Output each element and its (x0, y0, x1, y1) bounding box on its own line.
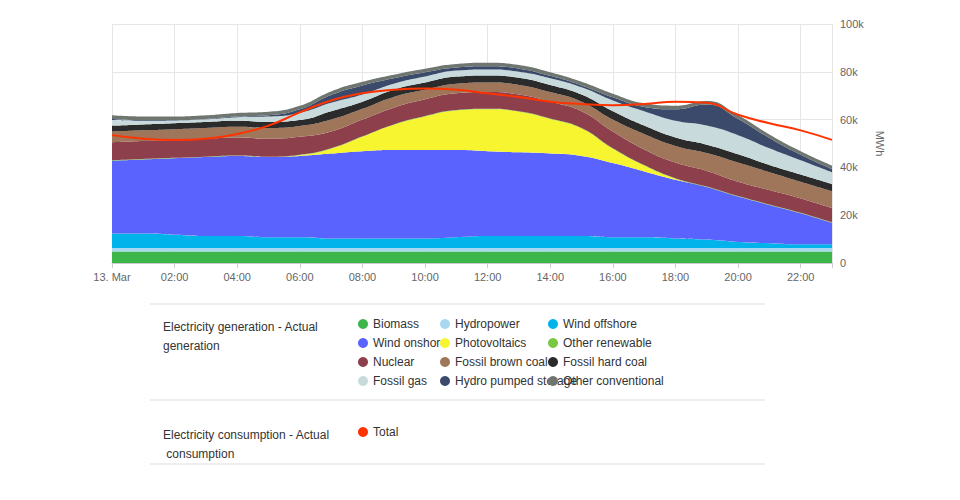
svg-text:08:00: 08:00 (349, 271, 377, 283)
svg-text:Electricity generation - Actua: Electricity generation - Actual (163, 320, 321, 334)
svg-text:13. Mar: 13. Mar (93, 271, 131, 283)
svg-text:Hydro pumped storage: Hydro pumped storage (455, 374, 577, 388)
svg-text:Nuclear: Nuclear (373, 355, 414, 369)
svg-text:20k: 20k (840, 209, 858, 221)
svg-text:100k: 100k (840, 18, 864, 30)
svg-text:14:00: 14:00 (536, 271, 564, 283)
svg-text:12:00: 12:00 (474, 271, 502, 283)
svg-text:20:00: 20:00 (724, 271, 752, 283)
svg-text:Other conventional: Other conventional (563, 374, 664, 388)
svg-text:Total: Total (373, 425, 398, 439)
svg-text:consumption: consumption (163, 447, 234, 461)
svg-text:Hydropower: Hydropower (455, 317, 520, 331)
svg-text:Other renewable: Other renewable (563, 336, 652, 350)
svg-text:16:00: 16:00 (599, 271, 627, 283)
svg-text:06:00: 06:00 (286, 271, 314, 283)
svg-text:Photovoltaics: Photovoltaics (455, 336, 526, 350)
svg-text:Fossil gas: Fossil gas (373, 374, 427, 388)
svg-text:Fossil brown coal: Fossil brown coal (455, 355, 548, 369)
svg-text:02:00: 02:00 (161, 271, 189, 283)
svg-text:0: 0 (840, 257, 846, 269)
svg-text:80k: 80k (840, 66, 858, 78)
svg-text:04:00: 04:00 (223, 271, 251, 283)
svg-text:10:00: 10:00 (411, 271, 439, 283)
svg-text:Wind offshore: Wind offshore (563, 317, 637, 331)
svg-text:Wind onshore: Wind onshore (373, 336, 447, 350)
svg-text:Fossil hard coal: Fossil hard coal (563, 355, 647, 369)
svg-text:generation: generation (163, 339, 220, 353)
svg-text:Biomass: Biomass (373, 317, 419, 331)
svg-text:40k: 40k (840, 161, 858, 173)
svg-text:18:00: 18:00 (662, 271, 690, 283)
svg-text:22:00: 22:00 (787, 271, 815, 283)
svg-text:MWh: MWh (874, 131, 886, 157)
svg-text:60k: 60k (840, 114, 858, 126)
svg-text:Electricity consumption - Actu: Electricity consumption - Actual (163, 428, 329, 442)
